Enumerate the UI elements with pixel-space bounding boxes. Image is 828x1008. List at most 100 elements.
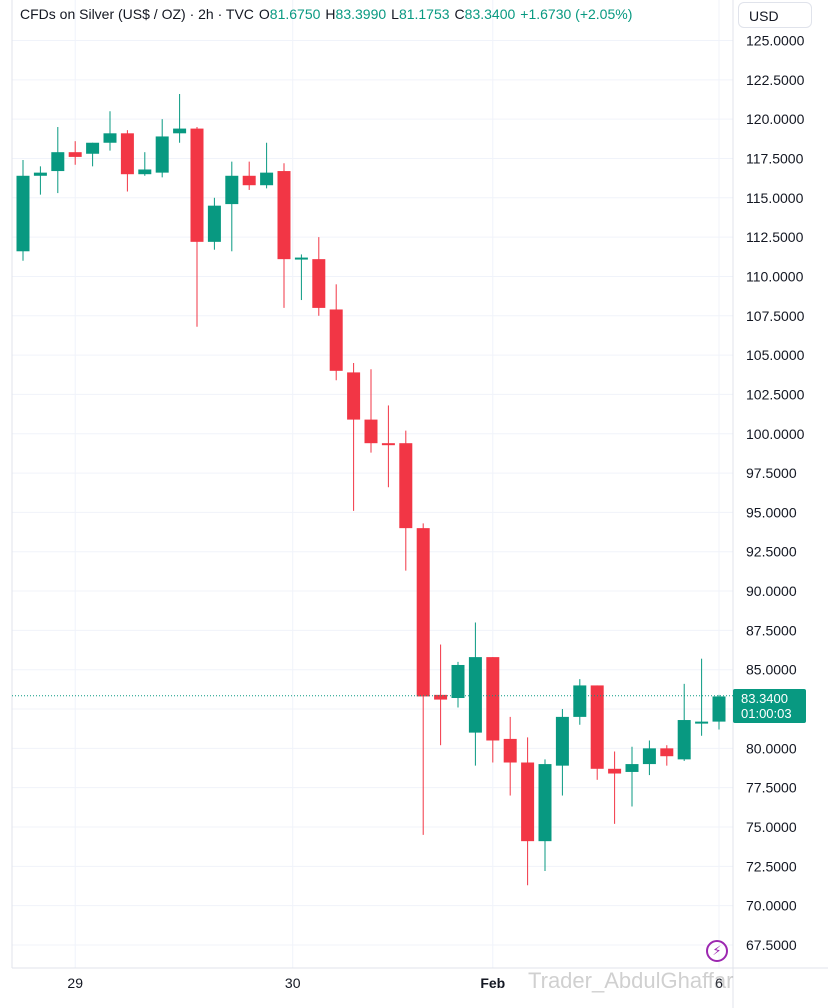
candle — [660, 745, 674, 766]
candle — [486, 657, 500, 763]
candle — [451, 661, 465, 708]
x-tick-label: 29 — [67, 975, 83, 991]
symbol-title[interactable]: CFDs on Silver (US$ / OZ) · 2h · TVC — [20, 6, 254, 22]
candle-body — [225, 175, 239, 205]
candle-body — [242, 175, 256, 186]
candle — [207, 197, 221, 250]
candle-body — [555, 716, 569, 766]
candle — [503, 716, 517, 796]
candle — [33, 166, 47, 195]
candle-body — [294, 257, 308, 260]
low-value: 81.1753 — [398, 6, 450, 22]
y-tick-label: 90.0000 — [746, 583, 797, 599]
y-tick-label: 95.0000 — [746, 504, 797, 520]
candle — [590, 685, 604, 780]
watermark: Trader_AbdulGhaffar — [528, 968, 734, 993]
y-tick-label: 97.5000 — [746, 465, 797, 481]
candle-body — [51, 152, 65, 172]
axis-layer: 125.0000 122.5000 120.0000 117.5000 115.0000… — [67, 33, 804, 992]
candle-body — [33, 172, 47, 176]
candle-body — [16, 175, 30, 252]
y-tick-label: 75.0000 — [746, 819, 797, 835]
candle-body — [468, 657, 482, 733]
y-tick-label: 100.0000 — [746, 426, 805, 442]
candle — [16, 160, 30, 261]
candle — [260, 142, 274, 189]
close-value: 83.3400 — [464, 6, 516, 22]
y-tick-label: 112.5000 — [746, 229, 804, 245]
y-tick-label: 80.0000 — [746, 740, 797, 756]
y-tick-label: 67.5000 — [746, 937, 797, 953]
candle — [434, 644, 448, 746]
y-tick-label: 122.5000 — [746, 72, 805, 88]
candle — [381, 405, 395, 488]
candle-body — [590, 685, 604, 769]
candle-body — [642, 748, 656, 765]
x-tick-label: 6 — [715, 975, 723, 991]
candle-body — [103, 133, 117, 143]
candle-body — [625, 764, 639, 772]
y-tick-label: 70.0000 — [746, 898, 797, 914]
candle — [277, 163, 291, 308]
change-value: +1.6730 (+2.05%) — [520, 6, 633, 22]
candle-layer — [12, 93, 733, 886]
candle — [155, 119, 169, 178]
candle — [416, 523, 430, 835]
candle-body — [120, 133, 134, 175]
candle — [538, 759, 552, 872]
lightning-bolt-icon[interactable]: ⚡ — [706, 940, 728, 962]
candle — [68, 141, 82, 165]
candle — [555, 709, 569, 796]
candle-body — [364, 419, 378, 444]
y-tick-label: 117.5000 — [746, 150, 804, 166]
grid-layer — [11, 0, 828, 1008]
candle — [712, 694, 726, 730]
candle — [573, 679, 587, 725]
last-price-tag: 83.3400 01:00:03 — [733, 689, 806, 723]
candle-body — [573, 685, 587, 717]
currency-button[interactable]: USD — [738, 2, 812, 28]
candle — [364, 369, 378, 453]
open-label: O — [258, 6, 270, 22]
y-tick-label: 125.0000 — [746, 33, 805, 49]
y-tick-label: 72.5000 — [746, 858, 797, 874]
high-value: 83.3990 — [335, 6, 387, 22]
candle — [138, 152, 152, 176]
candle — [190, 127, 204, 327]
candle — [294, 254, 308, 301]
candle-body — [434, 694, 448, 700]
candle — [521, 737, 535, 886]
candle-body — [521, 762, 535, 842]
y-tick-label: 87.5000 — [746, 622, 797, 638]
x-tick-label: Feb — [480, 975, 505, 991]
candle-body — [190, 128, 204, 242]
y-tick-label: 102.5000 — [746, 386, 805, 402]
y-tick-label: 105.0000 — [746, 347, 805, 363]
candle — [642, 740, 656, 776]
candle-body — [86, 142, 100, 154]
candle — [86, 142, 100, 167]
candle-body — [329, 309, 343, 371]
candle — [468, 622, 482, 766]
open-value: 81.6750 — [269, 6, 321, 22]
candle-body — [277, 171, 291, 260]
low-label: L — [391, 6, 399, 22]
candle-body — [695, 721, 709, 724]
candle-body — [608, 768, 622, 774]
y-tick-label: 92.5000 — [746, 544, 797, 560]
candle — [399, 430, 413, 571]
candle-body — [416, 528, 430, 697]
candle-body — [538, 764, 552, 842]
candle — [225, 161, 239, 252]
candle — [173, 93, 187, 143]
candle — [677, 683, 691, 761]
y-tick-label: 107.5000 — [746, 308, 805, 324]
candle-body — [312, 259, 326, 308]
candle-body — [451, 664, 465, 699]
candle-body — [660, 748, 674, 757]
y-tick-label: 115.0000 — [746, 190, 804, 206]
candle — [695, 658, 709, 736]
candle-body — [399, 443, 413, 529]
candle-body — [347, 372, 361, 420]
